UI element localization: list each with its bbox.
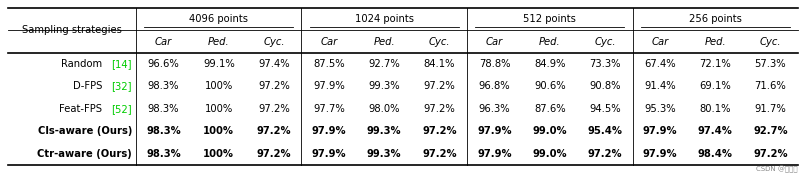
Text: Feat-FPS: Feat-FPS — [59, 104, 105, 114]
Text: 96.8%: 96.8% — [478, 81, 510, 92]
Text: 97.2%: 97.2% — [422, 126, 456, 136]
Text: Sampling strategies: Sampling strategies — [22, 25, 122, 35]
Text: Car: Car — [320, 37, 338, 47]
Text: 97.2%: 97.2% — [423, 104, 455, 114]
Text: 100%: 100% — [203, 149, 234, 159]
Text: 100%: 100% — [205, 81, 233, 92]
Text: 97.2%: 97.2% — [587, 149, 622, 159]
Text: 97.2%: 97.2% — [257, 126, 291, 136]
Text: Cyc.: Cyc. — [428, 37, 450, 47]
Text: 80.1%: 80.1% — [699, 104, 730, 114]
Text: Cls-aware (Ours): Cls-aware (Ours) — [38, 126, 132, 136]
Text: 100%: 100% — [205, 104, 233, 114]
Text: Car: Car — [485, 37, 503, 47]
Text: 98.3%: 98.3% — [146, 149, 180, 159]
Text: 97.2%: 97.2% — [423, 81, 455, 92]
Text: 67.4%: 67.4% — [643, 59, 675, 69]
Text: Car: Car — [650, 37, 668, 47]
Text: 96.6%: 96.6% — [148, 59, 179, 69]
Text: [14]: [14] — [111, 59, 132, 69]
Text: 99.0%: 99.0% — [532, 126, 566, 136]
Text: 78.8%: 78.8% — [478, 59, 510, 69]
Text: 72.1%: 72.1% — [699, 59, 730, 69]
Text: 98.3%: 98.3% — [148, 104, 179, 114]
Text: 95.4%: 95.4% — [587, 126, 622, 136]
Text: 97.9%: 97.9% — [642, 149, 677, 159]
Text: 97.4%: 97.4% — [697, 126, 731, 136]
Text: 90.8%: 90.8% — [589, 81, 620, 92]
Text: 99.3%: 99.3% — [367, 126, 401, 136]
Text: 57.3%: 57.3% — [754, 59, 785, 69]
Text: [32]: [32] — [111, 81, 132, 92]
Text: 92.7%: 92.7% — [752, 126, 787, 136]
Text: 71.6%: 71.6% — [754, 81, 785, 92]
Text: 97.9%: 97.9% — [642, 126, 677, 136]
Text: 256 points: 256 points — [688, 14, 741, 24]
Text: Cyc.: Cyc. — [263, 37, 285, 47]
Text: Ped.: Ped. — [703, 37, 725, 47]
Text: 98.3%: 98.3% — [146, 126, 180, 136]
Text: Cyc.: Cyc. — [759, 37, 780, 47]
Text: 97.9%: 97.9% — [311, 126, 346, 136]
Text: 98.3%: 98.3% — [148, 81, 179, 92]
Text: 91.4%: 91.4% — [643, 81, 675, 92]
Text: 512 points: 512 points — [523, 14, 576, 24]
Text: 1024 points: 1024 points — [354, 14, 413, 24]
Text: D-FPS: D-FPS — [73, 81, 105, 92]
Text: 99.1%: 99.1% — [203, 59, 234, 69]
Text: Ped.: Ped. — [538, 37, 560, 47]
Text: 99.0%: 99.0% — [532, 149, 566, 159]
Text: 92.7%: 92.7% — [368, 59, 399, 69]
Text: 97.2%: 97.2% — [422, 149, 456, 159]
Text: 97.9%: 97.9% — [476, 149, 511, 159]
Text: 97.2%: 97.2% — [257, 81, 290, 92]
Text: 98.0%: 98.0% — [368, 104, 399, 114]
Text: 69.1%: 69.1% — [699, 81, 730, 92]
Text: 99.3%: 99.3% — [367, 149, 401, 159]
Text: [52]: [52] — [111, 104, 132, 114]
Text: 100%: 100% — [203, 126, 234, 136]
Text: 96.3%: 96.3% — [478, 104, 510, 114]
Text: 90.6%: 90.6% — [533, 81, 565, 92]
Text: Car: Car — [155, 37, 172, 47]
Text: 97.2%: 97.2% — [257, 149, 291, 159]
Text: Random: Random — [61, 59, 105, 69]
Text: Cyc.: Cyc. — [593, 37, 615, 47]
Text: 84.9%: 84.9% — [533, 59, 565, 69]
Text: 97.9%: 97.9% — [313, 81, 345, 92]
Text: 4096 points: 4096 points — [189, 14, 248, 24]
Text: Ped.: Ped. — [373, 37, 395, 47]
Text: 95.3%: 95.3% — [643, 104, 675, 114]
Text: CSDN @马少爷: CSDN @马少爷 — [755, 166, 797, 173]
Text: 99.3%: 99.3% — [368, 81, 399, 92]
Text: 98.4%: 98.4% — [697, 149, 732, 159]
Text: Ped.: Ped. — [208, 37, 229, 47]
Text: 87.5%: 87.5% — [313, 59, 345, 69]
Text: 97.7%: 97.7% — [313, 104, 345, 114]
Text: 97.2%: 97.2% — [257, 104, 290, 114]
Text: 87.6%: 87.6% — [533, 104, 565, 114]
Text: 97.2%: 97.2% — [752, 149, 787, 159]
Text: 94.5%: 94.5% — [589, 104, 620, 114]
Text: 97.9%: 97.9% — [476, 126, 511, 136]
Text: 73.3%: 73.3% — [589, 59, 620, 69]
Text: 84.1%: 84.1% — [423, 59, 455, 69]
Text: Ctr-aware (Ours): Ctr-aware (Ours) — [37, 149, 132, 159]
Text: 91.7%: 91.7% — [754, 104, 785, 114]
Text: 97.4%: 97.4% — [257, 59, 290, 69]
Text: 97.9%: 97.9% — [311, 149, 346, 159]
